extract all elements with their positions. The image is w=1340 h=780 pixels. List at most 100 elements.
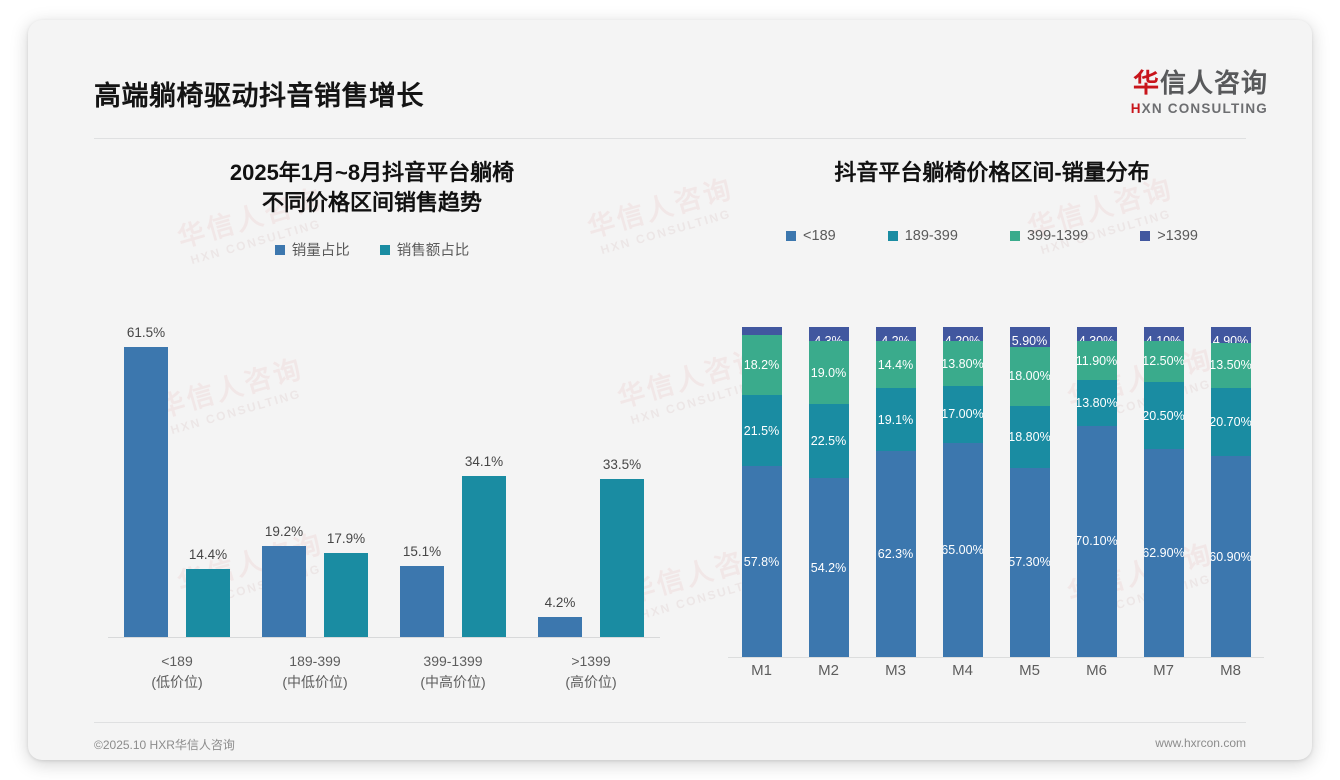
stacked-bar[interactable]: 5.90% 18.00% 18.80% 57.30% — [1009, 327, 1050, 657]
segment-value-label: 13.50% — [1210, 358, 1251, 373]
stacked-segment[interactable]: 11.90% — [1076, 341, 1117, 381]
bar[interactable] — [600, 479, 644, 637]
stacked-bar[interactable]: 4.3% 19.0% 22.5% 54.2% — [808, 327, 849, 657]
stacked-segment[interactable]: 4.90% — [1210, 327, 1251, 344]
stacked-segment[interactable]: 57.8% — [741, 466, 782, 657]
brand-logo: 华信人咨询 HXN CONSULTING — [1131, 70, 1268, 116]
logo-en-rest: XN CONSULTING — [1141, 101, 1268, 116]
left-chart-title-line1: 2025年1月~8月抖音平台躺椅 — [229, 160, 515, 185]
legend-item-over-1399[interactable]: >1399 — [1140, 228, 1198, 244]
bar-value-label: 19.2% — [264, 524, 304, 539]
x-tick-label: M3 — [885, 662, 906, 679]
left-chart-legend: 销量占比 销售额占比 — [72, 239, 672, 260]
x-tick-label: >1399 (高价位) — [522, 642, 660, 700]
segment-value-label: 4.10% — [1146, 334, 1181, 341]
stacked-segment[interactable]: 2.4% — [741, 327, 782, 336]
legend-swatch-icon — [786, 230, 797, 241]
stacked-segment[interactable]: 20.70% — [1210, 387, 1251, 457]
stacked-segment[interactable]: 5.90% — [1009, 327, 1050, 347]
bar[interactable] — [324, 553, 368, 637]
stacked-segment[interactable]: 62.90% — [1143, 449, 1184, 657]
bar[interactable] — [538, 617, 582, 637]
left-chart-title-line2: 不同价格区间销售趋势 — [261, 189, 482, 215]
left-chart-bar-groups: 61.5% 14.4% 19.2% 17.9% 15.1% 34.1% 4.2% 33.5% — [108, 307, 660, 637]
segment-value-label: 54.2% — [810, 560, 847, 575]
stacked-segment[interactable]: 13.80% — [1076, 380, 1117, 426]
footer-divider — [94, 722, 1246, 723]
stacked-segment[interactable]: 17.00% — [942, 386, 983, 443]
legend-swatch-icon — [1009, 230, 1020, 241]
stacked-bar[interactable]: 4.2% 14.4% 19.1% 62.3% — [875, 327, 916, 657]
segment-value-label: 5.90% — [1011, 334, 1048, 347]
stacked-bar[interactable]: 4.30% 11.90% 13.80% 70.10% — [1076, 327, 1117, 657]
legend-item-sales-amount[interactable]: 销售额占比 — [379, 239, 469, 260]
bar[interactable] — [262, 546, 306, 637]
stacked-segment[interactable]: 14.4% — [875, 340, 916, 389]
stacked-segment[interactable]: 54.2% — [808, 478, 849, 657]
stacked-segment[interactable]: 65.00% — [942, 442, 983, 657]
bar[interactable] — [186, 569, 230, 637]
bar[interactable] — [124, 347, 168, 637]
segment-value-label: 65.00% — [942, 542, 983, 557]
stacked-segment[interactable]: 13.80% — [942, 340, 983, 387]
stacked-bar-column: 5.90% 18.00% 18.80% 57.30% — [996, 327, 1063, 657]
stacked-segment[interactable]: 18.00% — [1009, 346, 1050, 406]
segment-value-label: 17.00% — [942, 407, 983, 422]
stacked-segment[interactable]: 4.3% — [808, 327, 849, 342]
bar-value-label: 34.1% — [464, 454, 504, 469]
left-chart-panel: 2025年1月~8月抖音平台躺椅 不同价格区间销售趋势 销量占比 销售额占比 6… — [72, 140, 672, 700]
x-tick-label: M5 — [1019, 662, 1040, 679]
x-tick-label: M2 — [818, 662, 839, 679]
logo-chinese-text: 华信人咨询 — [1131, 70, 1268, 96]
segment-value-label: 62.90% — [1143, 546, 1184, 561]
segment-value-label: 57.8% — [743, 554, 780, 569]
bar[interactable] — [400, 566, 444, 637]
stacked-segment[interactable]: 4.10% — [1143, 327, 1184, 341]
legend-item-189-399[interactable]: 189-399 — [887, 228, 958, 244]
left-chart-title: 2025年1月~8月抖音平台躺椅 不同价格区间销售趋势 — [72, 158, 672, 217]
segment-value-label: 18.80% — [1009, 429, 1050, 444]
bar[interactable] — [462, 476, 506, 637]
stacked-segment[interactable]: 57.30% — [1009, 467, 1050, 657]
right-chart-x-tick-labels: M1 M2 M3 M4 M5 M6 M7 M8 — [728, 662, 1264, 692]
legend-item-sales-volume[interactable]: 销量占比 — [274, 239, 350, 260]
stacked-segment[interactable]: 62.3% — [875, 451, 916, 657]
stacked-bar[interactable]: 2.4% 18.2% 21.5% 57.8% — [741, 327, 782, 657]
footer-website[interactable]: www.hxrcon.com — [1155, 736, 1246, 750]
segment-value-label: 22.5% — [810, 434, 847, 449]
bar-value-label: 14.4% — [188, 547, 228, 562]
stacked-segment[interactable]: 19.0% — [808, 341, 849, 404]
bar-column: 34.1% — [462, 307, 506, 637]
stacked-segment[interactable]: 60.90% — [1210, 456, 1251, 657]
segment-value-label: 13.80% — [942, 356, 983, 371]
segment-value-label: 60.90% — [1210, 549, 1251, 564]
right-chart-stacked-bars: 2.4%18.2%21.5%57.8%4.3%19.0%22.5%54.2%4.… — [728, 327, 1264, 657]
stacked-segment[interactable]: 13.50% — [1210, 343, 1251, 388]
stacked-segment[interactable]: 21.5% — [741, 395, 782, 467]
segment-value-label: 2.4% — [747, 334, 776, 335]
stacked-bar-column: 4.3% 19.0% 22.5% 54.2% — [795, 327, 862, 657]
bar-value-label: 15.1% — [402, 544, 442, 559]
stacked-segment[interactable]: 12.50% — [1143, 340, 1184, 382]
bar-column: 33.5% — [600, 307, 644, 637]
x-tick-label: M1 — [751, 662, 772, 679]
stacked-segment[interactable]: 20.50% — [1143, 381, 1184, 450]
stacked-bar[interactable]: 4.90% 13.50% 20.70% 60.90% — [1210, 327, 1251, 657]
right-chart-title-line1: 抖音平台躺椅价格区间-销量分布 — [834, 160, 1150, 185]
stacked-bar[interactable]: 4.10% 12.50% 20.50% 62.90% — [1143, 327, 1184, 657]
stacked-segment[interactable]: 22.5% — [808, 403, 849, 479]
stacked-segment[interactable]: 19.1% — [875, 388, 916, 452]
stacked-segment[interactable]: 18.2% — [741, 335, 782, 396]
bar-group: 15.1% 34.1% — [384, 307, 522, 637]
legend-swatch-icon — [274, 244, 285, 255]
stacked-bar[interactable]: 4.20% 13.80% 17.00% 65.00% — [942, 327, 983, 657]
legend-item-under-189[interactable]: <189 — [786, 228, 836, 244]
legend-item-399-1399[interactable]: 399-1399 — [1009, 228, 1088, 244]
header-divider — [94, 138, 1246, 139]
stacked-segment[interactable]: 70.10% — [1076, 425, 1117, 657]
stacked-segment[interactable]: 4.30% — [1076, 327, 1117, 342]
stacked-segment[interactable]: 4.20% — [942, 327, 983, 341]
stacked-segment[interactable]: 4.2% — [875, 327, 916, 341]
stacked-segment[interactable]: 18.80% — [1009, 405, 1050, 468]
segment-value-label: 21.5% — [743, 423, 780, 438]
